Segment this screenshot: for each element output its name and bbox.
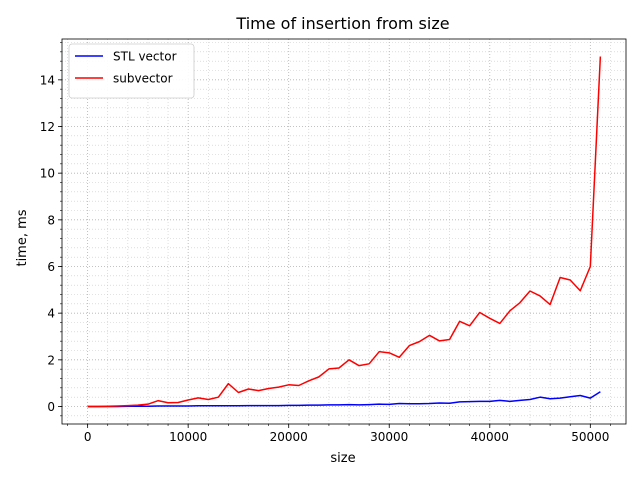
y-tick-label: 2 (47, 353, 55, 367)
legend-label: subvector (113, 72, 173, 86)
x-tick-label: 0 (84, 430, 92, 444)
y-tick-label: 6 (47, 260, 55, 274)
x-tick-label: 30000 (370, 430, 408, 444)
x-axis-label: size (330, 451, 355, 466)
y-tick-label: 14 (40, 73, 55, 87)
y-tick-label: 10 (40, 167, 55, 181)
y-tick-label: 4 (47, 307, 55, 321)
grid (62, 39, 626, 424)
plot-area-frame (61, 38, 627, 425)
y-tick-label: 8 (47, 213, 55, 227)
legend-box (68, 43, 195, 99)
y-tick-label: 12 (40, 120, 55, 134)
y-axis-label: time, ms (15, 209, 30, 266)
axes: 0 10000 20000 30000 40000 50000 0 2 4 6 8 10 12 14 (40, 38, 627, 444)
y-tick-label: 0 (47, 400, 55, 414)
chart-title: Time of insertion from size (235, 14, 449, 33)
data-series (87, 56, 602, 408)
x-tick-label: 50000 (571, 430, 609, 444)
series-line (87, 391, 601, 408)
x-tick-label: 20000 (270, 430, 308, 444)
x-tick-label: 40000 (471, 430, 509, 444)
series-line (87, 56, 602, 408)
legend: STL vector subvector (68, 43, 195, 99)
legend-label: STL vector (113, 50, 177, 64)
x-tick-label: 10000 (169, 430, 207, 444)
